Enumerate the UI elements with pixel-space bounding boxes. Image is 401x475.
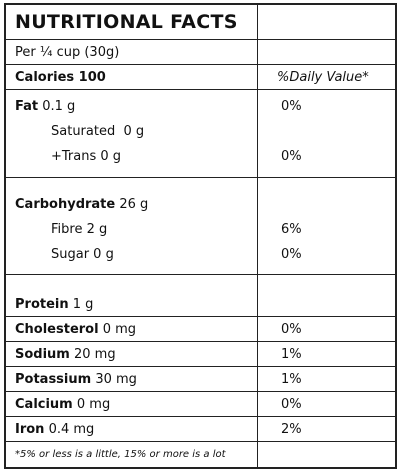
footnote-cell: *5% or less is a little, 15% or more is …	[6, 442, 258, 467]
protein-amount: 1 g	[72, 297, 94, 312]
cholesterol-dv: 0%	[281, 321, 302, 337]
serving-cell: Per ¼ cup (30g)	[6, 40, 258, 64]
fibre-dv: 6%	[281, 222, 302, 237]
potassium-name: Potassium	[15, 371, 92, 387]
fibre-dv-line: 6%	[281, 217, 302, 242]
calories-label: Calories 100	[15, 69, 106, 85]
serving-size: Per ¼ cup (30g)	[15, 44, 120, 60]
calcium-row: Calcium 0 mg 0%	[6, 391, 395, 416]
footnote: *5% or less is a little, 15% or more is …	[15, 449, 226, 460]
carbohydrate-line: Carbohydrate 26 g	[15, 192, 148, 217]
potassium-dv: 1%	[281, 371, 302, 387]
serving-empty-cell	[258, 40, 395, 64]
fat-dv: 0%	[281, 99, 302, 114]
sodium-row: Sodium 20 mg 1%	[6, 341, 395, 366]
saturated-text: Saturated 0 g	[51, 124, 145, 139]
potassium-amount: 30 mg	[95, 371, 137, 387]
sugar-dv: 0%	[281, 247, 302, 262]
iron-cell: Iron 0.4 mg	[6, 417, 258, 441]
iron-name: Iron	[15, 421, 45, 437]
footnote-empty-cell	[258, 442, 395, 467]
calcium-amount: 0 mg	[76, 396, 111, 412]
sugar-text: Sugar 0 g	[51, 247, 114, 262]
daily-value-header-cell: %Daily Value*	[258, 65, 395, 89]
iron-amount: 0.4 mg	[48, 421, 95, 437]
title-empty-cell	[258, 5, 395, 39]
cholesterol-amount: 0 mg	[102, 321, 137, 337]
calcium-cell: Calcium 0 mg	[6, 392, 258, 416]
nutrition-facts-table: NUTRITIONAL FACTS Per ¼ cup (30g) Calori…	[4, 3, 397, 469]
cholesterol-cell: Cholesterol 0 mg	[6, 317, 258, 341]
calories-cell: Calories 100	[6, 65, 258, 89]
sugar-dv-line: 0%	[281, 242, 302, 267]
serving-row: Per ¼ cup (30g)	[6, 39, 395, 64]
footnote-row: *5% or less is a little, 15% or more is …	[6, 441, 395, 467]
protein-cell: Protein 1 g	[6, 275, 258, 316]
trans-dv: 0%	[281, 149, 302, 164]
protein-dv-empty	[258, 275, 395, 316]
sodium-cell: Sodium 20 mg	[6, 342, 258, 366]
fibre-text: Fibre 2 g	[51, 222, 108, 237]
fat-group: Fat 0.1 g Saturated 0 g +Trans 0 g 0% 0%	[6, 89, 395, 177]
potassium-row: Potassium 30 mg 1%	[6, 366, 395, 391]
potassium-dv-cell: 1%	[258, 367, 395, 391]
iron-dv-cell: 2%	[258, 417, 395, 441]
sodium-name: Sodium	[15, 346, 70, 362]
fat-line: Fat 0.1 g	[15, 94, 75, 119]
fibre-line: Fibre 2 g	[15, 217, 107, 242]
title-row: NUTRITIONAL FACTS	[6, 5, 395, 39]
fat-group-dv: 0% 0%	[258, 90, 395, 177]
calories-row: Calories 100 %Daily Value*	[6, 64, 395, 89]
fat-name: Fat	[15, 99, 39, 114]
potassium-cell: Potassium 30 mg	[6, 367, 258, 391]
cholesterol-dv-cell: 0%	[258, 317, 395, 341]
carbohydrate-amount: 26 g	[119, 197, 149, 212]
daily-value-header: %Daily Value*	[277, 69, 369, 85]
calcium-dv-cell: 0%	[258, 392, 395, 416]
cholesterol-row: Cholesterol 0 mg 0%	[6, 316, 395, 341]
sugar-line: Sugar 0 g	[15, 242, 114, 267]
cholesterol-name: Cholesterol	[15, 321, 99, 337]
sodium-amount: 20 mg	[74, 346, 116, 362]
protein-name: Protein	[15, 297, 69, 312]
trans-dv-line: 0%	[281, 144, 302, 169]
trans-text: +Trans 0 g	[51, 149, 122, 164]
carbohydrate-name: Carbohydrate	[15, 197, 116, 212]
carbohydrate-group: Carbohydrate 26 g Fibre 2 g Sugar 0 g 6%…	[6, 177, 395, 274]
calcium-name: Calcium	[15, 396, 73, 412]
trans-line: +Trans 0 g	[15, 144, 121, 169]
fat-group-nutrients: Fat 0.1 g Saturated 0 g +Trans 0 g	[6, 90, 258, 177]
calcium-dv: 0%	[281, 396, 302, 412]
sodium-dv: 1%	[281, 346, 302, 362]
iron-row: Iron 0.4 mg 2%	[6, 416, 395, 441]
carbohydrate-group-dv: 6% 0%	[258, 178, 395, 274]
fat-dv-line: 0%	[281, 94, 302, 119]
carbohydrate-group-nutrients: Carbohydrate 26 g Fibre 2 g Sugar 0 g	[6, 178, 258, 274]
table-title: NUTRITIONAL FACTS	[15, 11, 238, 33]
protein-row: Protein 1 g	[6, 274, 395, 316]
title-cell: NUTRITIONAL FACTS	[6, 5, 258, 39]
fat-amount: 0.1 g	[42, 99, 76, 114]
sodium-dv-cell: 1%	[258, 342, 395, 366]
iron-dv: 2%	[281, 421, 302, 437]
saturated-line: Saturated 0 g	[15, 119, 144, 144]
